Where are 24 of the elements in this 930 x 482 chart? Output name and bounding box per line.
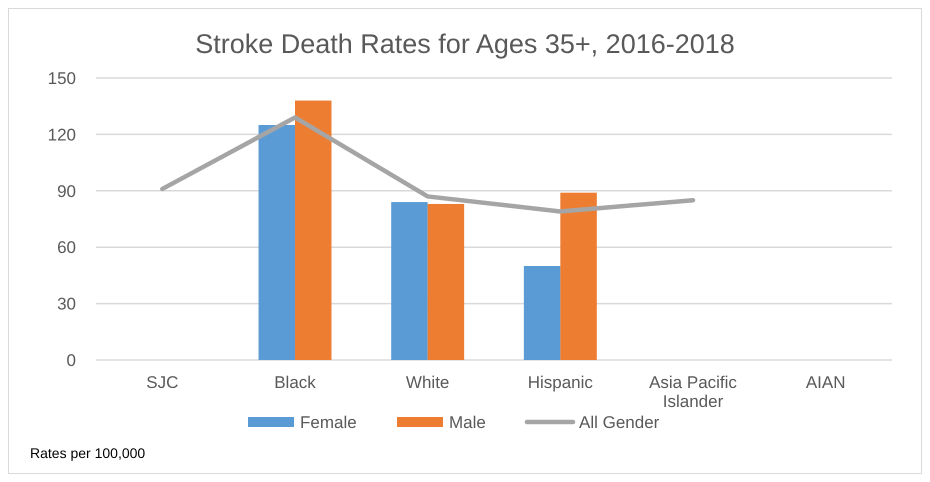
- bar: [295, 100, 332, 360]
- y-tick-label: 30: [57, 294, 76, 314]
- y-tick-label: 120: [48, 125, 76, 144]
- x-tick-label: Black: [274, 373, 316, 392]
- bar: [428, 204, 464, 360]
- legend-label: Female: [300, 412, 357, 432]
- legend-label: Male: [449, 412, 486, 432]
- x-tick-label: SJC: [146, 373, 178, 392]
- chart-title: Stroke Death Rates for Ages 35+, 2016-2018: [195, 29, 735, 59]
- bar: [560, 192, 597, 360]
- bar: [391, 202, 428, 360]
- y-tick-label: 60: [57, 238, 76, 258]
- x-tick-label: Asia Pacific Islander: [649, 373, 738, 411]
- x-tick-label: White: [406, 373, 450, 392]
- legend-label: All Gender: [579, 412, 660, 432]
- line-series: [160, 115, 696, 214]
- x-tick-label: AIAN: [806, 373, 846, 392]
- y-tick-label: 150: [48, 68, 76, 88]
- x-tick-label: Hispanic: [528, 373, 594, 392]
- y-tick-label: 90: [57, 182, 76, 201]
- text: Rates per 100,000: [30, 445, 146, 461]
- y-tick-label: 0: [66, 350, 76, 370]
- bar: [258, 125, 295, 360]
- bar: [524, 266, 560, 360]
